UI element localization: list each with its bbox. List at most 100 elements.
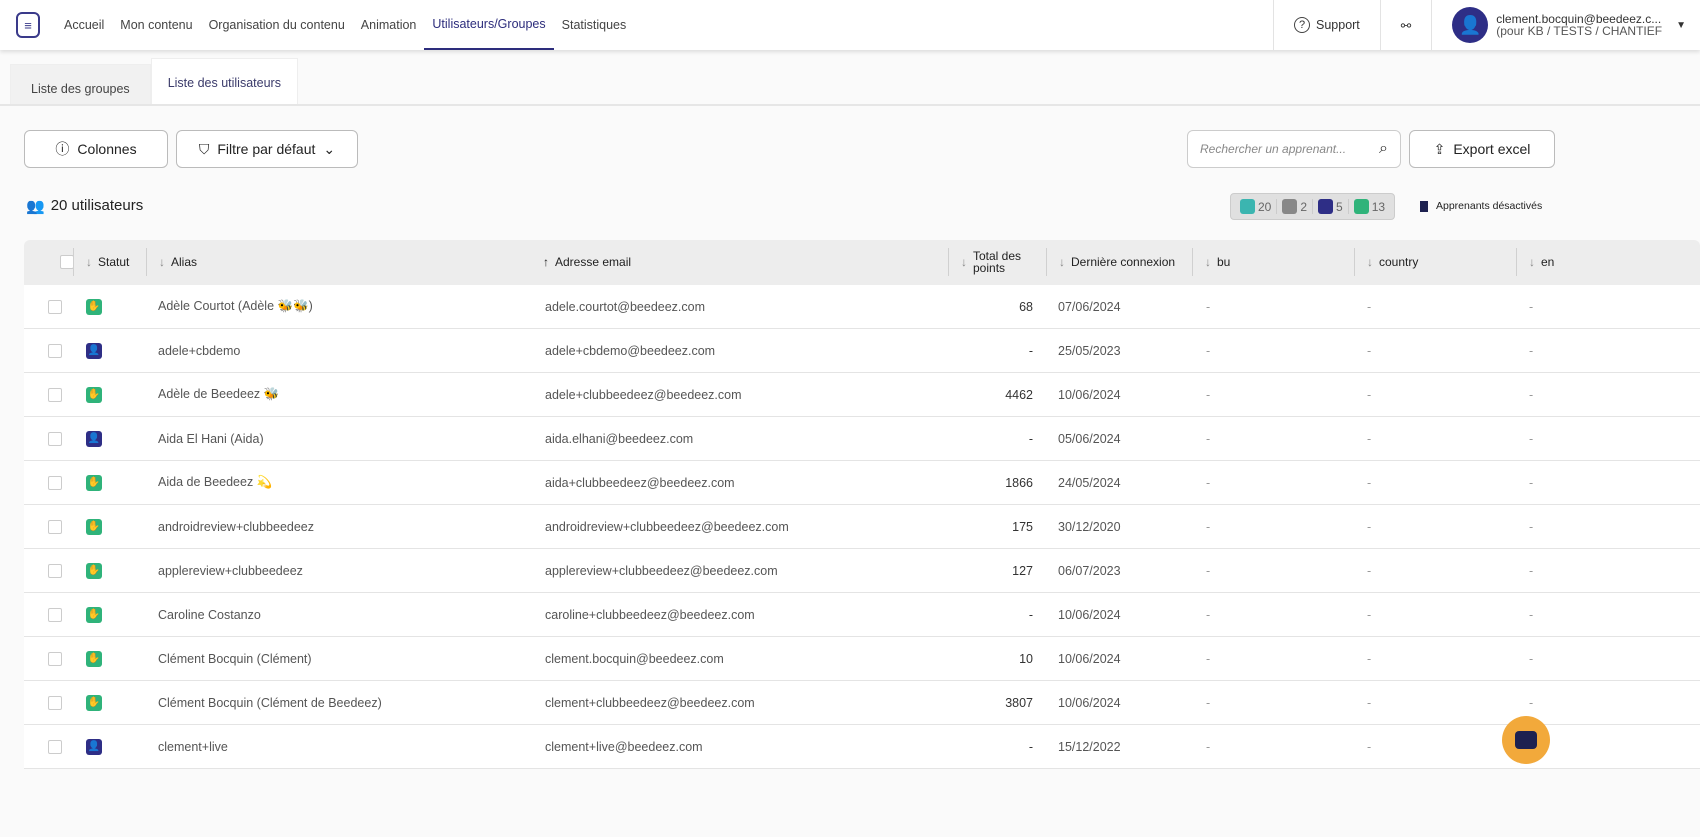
last-login-cell: 10/06/2024: [1058, 651, 1121, 666]
country-cell: -: [1367, 299, 1372, 314]
last-login-cell: 10/06/2024: [1058, 607, 1121, 622]
header-email[interactable]: ↑ Adresse email: [543, 255, 632, 269]
status-badge[interactable]: 20: [1235, 199, 1278, 214]
nav-item-5[interactable]: Statistiques: [561, 18, 627, 32]
country-cell: -: [1367, 475, 1372, 490]
header-alias[interactable]: ↓ Alias: [146, 248, 531, 276]
table-row[interactable]: 👤 Aida El Hani (Aida) aida.elhani@beedee…: [24, 417, 1700, 461]
last-login-cell: 06/07/2023: [1058, 563, 1121, 578]
status-badge[interactable]: 13: [1349, 199, 1390, 214]
email-cell: adele+clubbeedeez@beedeez.com: [545, 387, 742, 402]
row-checkbox[interactable]: [48, 739, 62, 754]
alias-cell: Clément Bocquin (Clément de Beedeez): [158, 695, 382, 710]
en-cell: -: [1529, 607, 1534, 622]
header-country[interactable]: ↓ country: [1354, 248, 1516, 276]
row-checkbox[interactable]: [48, 431, 62, 446]
row-checkbox[interactable]: [48, 387, 62, 402]
row-checkbox[interactable]: [48, 607, 62, 622]
hierarchy-button[interactable]: ⚯: [1379, 0, 1431, 50]
row-checkbox[interactable]: [48, 299, 62, 314]
tab-groups[interactable]: Liste des groupes: [10, 64, 151, 106]
main-nav: Accueil Mon contenu Organisation du conten…: [56, 0, 634, 50]
table-row[interactable]: ✋ Clément Bocquin (Clément de Beedeez) c…: [24, 681, 1700, 725]
email-cell: clement.bocquin@beedeez.com: [545, 651, 724, 666]
status-badge[interactable]: 2: [1277, 199, 1314, 214]
users-icon: 👥: [26, 198, 45, 215]
country-cell: -: [1367, 431, 1372, 446]
country-cell: -: [1367, 563, 1372, 578]
table-row[interactable]: ✋ Adèle Courtot (Adèle 🐝🐝) adele.courtot…: [24, 285, 1700, 329]
columns-button[interactable]: ⓘ Colonnes: [24, 130, 168, 168]
status-icon: ✋: [86, 562, 102, 579]
table-row[interactable]: ✋ androidreview+clubbeedeez androidrevie…: [24, 505, 1700, 549]
chat-icon: [1515, 731, 1537, 749]
table-row[interactable]: ✋ Caroline Costanzo caroline+clubbeedeez…: [24, 593, 1700, 637]
row-checkbox[interactable]: [48, 563, 62, 578]
header-statut[interactable]: ↓ Statut: [73, 248, 146, 276]
alias-cell: Adèle Courtot (Adèle 🐝🐝): [158, 299, 313, 313]
en-cell: -: [1529, 519, 1534, 534]
support-button[interactable]: ? Support: [1273, 0, 1380, 50]
export-icon: ⇪: [1433, 140, 1446, 157]
header-points[interactable]: ↓ Total des points: [948, 248, 1046, 276]
bu-cell: -: [1206, 475, 1211, 490]
status-badge[interactable]: 5: [1313, 199, 1349, 214]
alias-cell: Adèle de Beedeez 🐝: [158, 387, 280, 401]
search-icon[interactable]: ⌕: [1379, 140, 1388, 157]
header-bu[interactable]: ↓ bu: [1192, 248, 1354, 276]
filter-dropdown[interactable]: ⛉ Filtre par défaut ⌄: [176, 130, 358, 168]
caret-down-icon: ▼: [1676, 19, 1686, 31]
alias-cell: Caroline Costanzo: [158, 607, 261, 622]
last-login-cell: 30/12/2020: [1058, 519, 1121, 534]
row-checkbox[interactable]: [48, 343, 62, 358]
status-icon: ✋: [86, 694, 102, 711]
chat-button[interactable]: [1502, 716, 1550, 764]
select-all-checkbox[interactable]: [60, 255, 74, 269]
header-last-login[interactable]: ↓ Dernière connexion: [1046, 248, 1192, 276]
table-row[interactable]: ✋ applereview+clubbeedeez applereview+cl…: [24, 549, 1700, 593]
table-row[interactable]: ✋ Aida de Beedeez 💫 aida+clubbeedeez@bee…: [24, 461, 1700, 505]
bu-cell: -: [1206, 651, 1211, 666]
nav-item-2[interactable]: Organisation du contenu: [208, 18, 345, 32]
header-en[interactable]: ↓ en: [1516, 248, 1576, 276]
user-menu[interactable]: 👤 clement.bocquin@beedeez.c... (pour KB /…: [1431, 0, 1700, 50]
avatar: 👤: [1452, 7, 1489, 43]
nav-item-1[interactable]: Mon contenu: [120, 18, 193, 32]
top-navbar: ≡ Accueil Mon contenu Organisation du cont…: [0, 0, 1700, 50]
export-excel-button[interactable]: ⇪ Export excel: [1409, 130, 1555, 168]
email-cell: adele+cbdemo@beedeez.com: [545, 343, 716, 358]
status-icon: ✋: [86, 474, 102, 491]
alias-cell: adele+cbdemo: [158, 343, 241, 358]
search-input[interactable]: Rechercher un apprenant... ⌕: [1187, 130, 1401, 168]
deactivated-learners-link[interactable]: Apprenants désactivés: [1420, 200, 1542, 212]
points-cell: 175: [1012, 519, 1033, 534]
chevron-down-icon: ⌄: [323, 140, 336, 157]
row-checkbox[interactable]: [48, 651, 62, 666]
info-icon: ⓘ: [55, 141, 70, 157]
row-checkbox[interactable]: [48, 475, 62, 490]
bu-cell: -: [1206, 695, 1211, 710]
en-cell: -: [1529, 299, 1534, 314]
status-square-icon: [1240, 199, 1255, 214]
status-square-icon: [1353, 199, 1369, 214]
last-login-cell: 15/12/2022: [1058, 739, 1121, 754]
row-checkbox[interactable]: [48, 695, 62, 710]
bu-cell: -: [1206, 607, 1211, 622]
row-checkbox[interactable]: [48, 519, 62, 534]
last-login-cell: 05/06/2024: [1058, 431, 1121, 446]
en-cell: -: [1529, 651, 1534, 666]
nav-item-3[interactable]: Animation: [360, 18, 417, 32]
points-cell: 4462: [1005, 387, 1033, 402]
last-login-cell: 07/06/2024: [1058, 299, 1121, 314]
tab-users[interactable]: Liste des utilisateurs: [150, 58, 298, 106]
table-row[interactable]: ✋ Adèle de Beedeez 🐝 adele+clubbeedeez@b…: [24, 373, 1700, 417]
table-row[interactable]: 👤 adele+cbdemo adele+cbdemo@beedeez.com …: [24, 329, 1700, 373]
email-cell: aida.elhani@beedeez.com: [545, 431, 694, 446]
table-row[interactable]: ✋ Clément Bocquin (Clément) clement.bocq…: [24, 637, 1700, 681]
status-icon: 👤: [86, 430, 102, 447]
table-row[interactable]: 👤 clement+live clement+live@beedeez.com …: [24, 725, 1700, 769]
nav-item-0[interactable]: Accueil: [64, 18, 105, 32]
app-logo[interactable]: ≡: [16, 12, 40, 38]
nav-item-4[interactable]: Utilisateurs/Groupes: [424, 0, 554, 50]
bu-cell: -: [1206, 739, 1211, 754]
